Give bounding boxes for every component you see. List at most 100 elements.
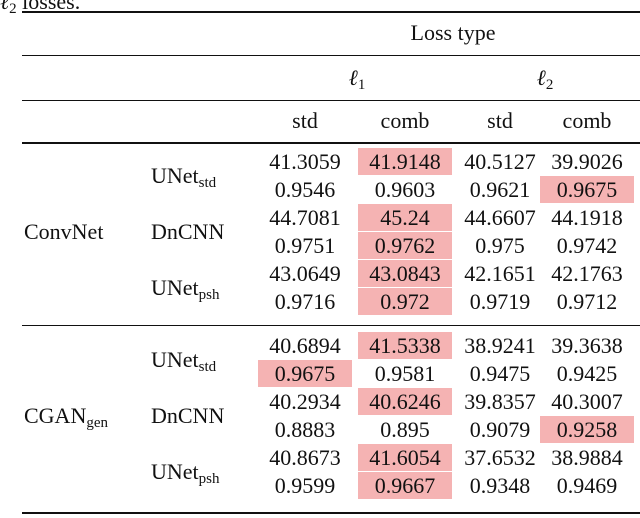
cell-value: 0.9719	[469, 289, 531, 314]
highlight-cell	[358, 148, 452, 175]
model-name-base: DnCNN	[151, 219, 225, 244]
cell-value: 0.9762	[374, 233, 436, 258]
cell-value: 0.9712	[556, 289, 618, 314]
cell-value: 40.2934	[269, 389, 341, 414]
cell-value: 40.3007	[551, 389, 623, 414]
rule	[22, 100, 640, 101]
model-name: UNetpsh	[151, 459, 220, 487]
model-name: DnCNN	[151, 221, 224, 243]
cell-value: 0.9742	[556, 233, 618, 258]
section-label: CGANgen	[24, 403, 108, 431]
cell-value: 40.6246	[369, 389, 441, 414]
model-name: UNetstd	[151, 163, 216, 191]
cell-value: 41.6054	[369, 445, 441, 470]
caption-base: ℓ	[0, 0, 10, 14]
cell-value: 0.8883	[274, 417, 336, 442]
cell-value: 0.9581	[374, 361, 436, 386]
cell-value: 41.5338	[369, 333, 441, 358]
cell-value: 41.9148	[369, 149, 441, 174]
cell-value: 0.9348	[469, 473, 531, 498]
highlight-cell	[358, 260, 452, 287]
cell-value: 43.0649	[269, 261, 341, 286]
model-name-base: UNet	[151, 347, 199, 372]
cell-value: 40.6894	[269, 333, 341, 358]
model-name: UNetpsh	[151, 275, 220, 303]
cell-value: 0.9667	[374, 473, 436, 498]
cell-value: 0.9258	[556, 417, 618, 442]
highlight-cell	[358, 444, 452, 471]
rule	[22, 512, 640, 514]
loss-group-base: ℓ	[536, 65, 546, 90]
highlight-cell	[540, 176, 634, 203]
section-label-sub: gen	[86, 415, 109, 431]
cell-value: 0.895	[380, 417, 430, 442]
cell-value: 41.3059	[269, 149, 341, 174]
model-name-base: UNet	[151, 275, 199, 300]
rule	[22, 55, 640, 56]
model-name: UNetstd	[151, 347, 216, 375]
rule	[22, 325, 640, 326]
cell-value: 45.24	[380, 205, 430, 230]
loss-group: ℓ1	[348, 65, 366, 93]
cell-value: 0.9475	[469, 361, 531, 386]
cell-value: 39.8357	[464, 389, 536, 414]
cell-value: 0.9716	[274, 289, 336, 314]
section-label-base: ConvNet	[24, 219, 104, 244]
model-name-base: DnCNN	[151, 403, 225, 428]
cell-value: 0.9425	[556, 361, 618, 386]
cell-value: 0.972	[380, 289, 430, 314]
cell-value: 0.9621	[469, 177, 531, 202]
caption: ℓ2 losses.	[0, 0, 81, 17]
highlight-cell	[258, 360, 352, 387]
cell-value: 42.1651	[464, 261, 536, 286]
rule	[22, 11, 640, 13]
cell-value: 38.9884	[551, 445, 623, 470]
highlight-cell	[358, 332, 452, 359]
loss-group-sub: 1	[357, 77, 366, 93]
caption-text: losses.	[16, 0, 81, 14]
header-title: Loss type	[410, 20, 496, 45]
highlight-cell	[540, 416, 634, 443]
cell-value: 0.9675	[274, 361, 336, 386]
model-name-base: UNet	[151, 163, 199, 188]
cell-value: 37.6532	[464, 445, 536, 470]
cell-value: 0.9469	[556, 473, 618, 498]
cell-value: 44.6607	[464, 205, 536, 230]
highlight-cell	[358, 472, 452, 499]
model-name-sub: psh	[198, 287, 220, 303]
cell-value: 0.9675	[556, 177, 618, 202]
cell-value: 44.1918	[551, 205, 623, 230]
cell-value: 39.9026	[551, 149, 623, 174]
cell-value: 38.9241	[464, 333, 536, 358]
cell-value: 0.9603	[374, 177, 436, 202]
model-name-sub: psh	[198, 471, 220, 487]
rule	[22, 142, 640, 144]
model-name-sub: std	[198, 175, 217, 191]
model-name-sub: std	[198, 359, 217, 375]
caption-sub: 2	[9, 1, 17, 17]
highlight-cell	[358, 232, 452, 259]
cell-value: 0.9751	[274, 233, 336, 258]
cell-value: 40.5127	[464, 149, 536, 174]
cell-value: 0.9546	[274, 177, 336, 202]
cell-value: 0.9599	[274, 473, 336, 498]
loss-group-base: ℓ	[348, 65, 358, 90]
loss-group-sub: 2	[545, 77, 554, 93]
column-header: comb	[562, 108, 612, 133]
cell-value: 39.3638	[551, 333, 623, 358]
column-header: comb	[380, 108, 430, 133]
cell-value: 42.1763	[551, 261, 623, 286]
column-header: std	[292, 108, 318, 133]
cell-value: 44.7081	[269, 205, 341, 230]
model-name: DnCNN	[151, 405, 224, 427]
highlight-cell	[358, 288, 452, 315]
section-label-base: CGAN	[24, 403, 87, 428]
model-name-base: UNet	[151, 459, 199, 484]
column-header: std	[487, 108, 513, 133]
cell-value: 40.8673	[269, 445, 341, 470]
loss-group: ℓ2	[536, 65, 554, 93]
cell-value: 43.0843	[369, 261, 441, 286]
cell-value: 0.9079	[469, 417, 531, 442]
cell-value: 0.975	[475, 233, 525, 258]
